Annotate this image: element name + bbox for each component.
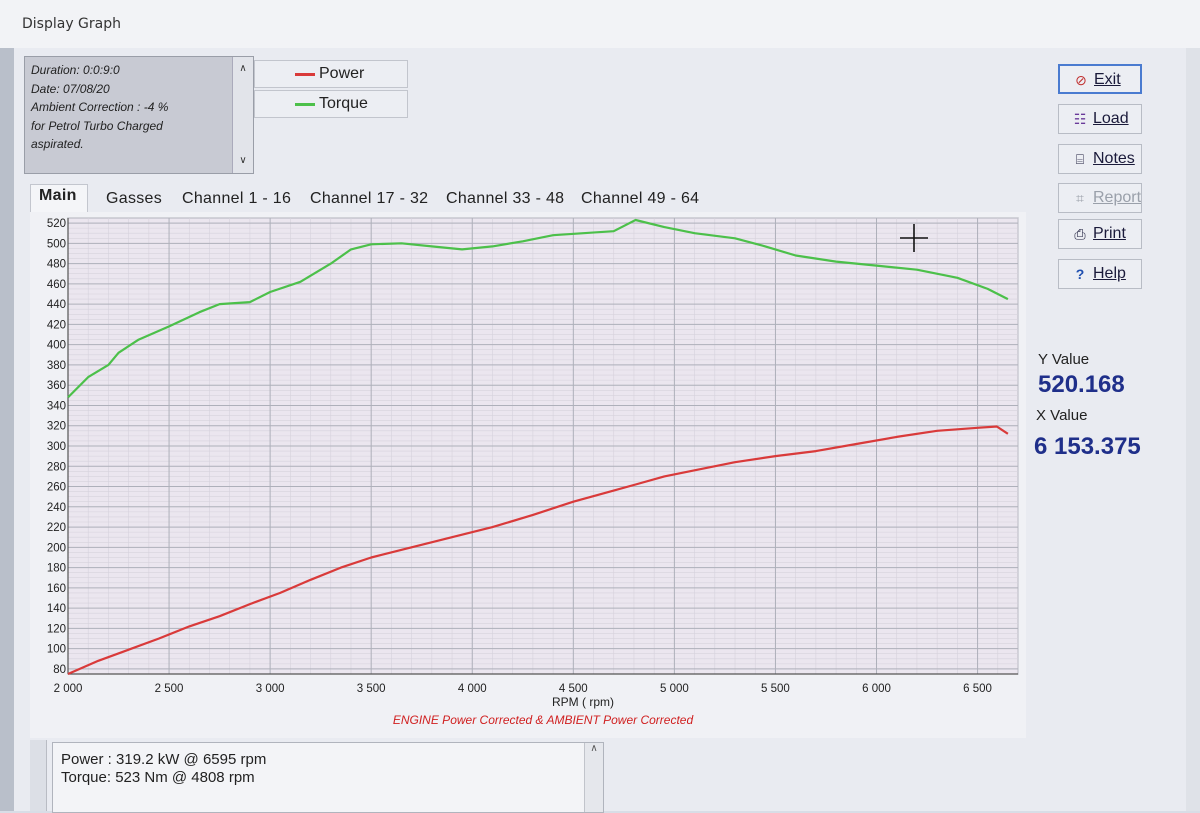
legend-label: Torque [319, 95, 368, 112]
y-tick-label: 440 [47, 299, 66, 311]
y-tick-label: 200 [47, 542, 66, 554]
torque-swatch-icon [295, 103, 315, 106]
y-tick-label: 260 [47, 482, 66, 494]
power-series-line [67, 425, 1009, 676]
x-tick-label: 5 000 [660, 683, 689, 695]
x-tick-label: 4 000 [458, 683, 487, 695]
y-tick-label: 100 [47, 644, 66, 656]
legend-item-power[interactable]: Power [254, 60, 408, 88]
y-tick-label: 420 [47, 319, 66, 331]
y-tick-label: 520 [47, 218, 66, 230]
peak-power-line: Power : 319.2 kW @ 6595 rpm [61, 751, 267, 768]
load-button[interactable]: ☷ Load [1058, 104, 1142, 134]
y-tick-label: 400 [47, 340, 66, 352]
tab-channel-17-32[interactable]: Channel 17 - 32 [310, 190, 429, 207]
notes-button[interactable]: ⌸ Notes [1058, 144, 1142, 174]
window-title: Display Graph [22, 16, 121, 32]
torque-series-line [67, 218, 1009, 399]
x-tick-label: 4 500 [559, 683, 588, 695]
power-swatch-icon [295, 73, 315, 76]
x-tick-label: 3 000 [256, 683, 285, 695]
y-tick-label: 360 [47, 380, 66, 392]
right-edge-strip [1186, 48, 1200, 811]
printer-icon: ⎙ [1074, 226, 1086, 242]
tab-main[interactable]: Main [30, 184, 88, 213]
legend-label: Power [319, 65, 365, 82]
y-value-label: Y Value [1038, 351, 1090, 368]
plot-area[interactable]: 80 100 120 140 160 180 200 220 240 260 280 300 320 34… [30, 212, 1026, 738]
x-axis-label: RPM ( rpm) [552, 695, 614, 709]
x-tick-label: 6 500 [963, 683, 992, 695]
tab-channel-1-16[interactable]: Channel 1 - 16 [182, 190, 292, 207]
tab-gasses[interactable]: Gasses [106, 190, 163, 207]
run-info-text: Duration: 0:0:9:0 Date: 07/08/20 Ambient… [31, 61, 231, 154]
graph-load-icon: ☷ [1073, 111, 1087, 127]
title-bar: Display Graph [0, 0, 1200, 48]
y-tick-label: 160 [47, 583, 66, 595]
y-tick-label: 460 [47, 279, 66, 291]
y-tick-label: 280 [47, 461, 66, 473]
y-tick-label: 380 [47, 360, 66, 372]
info-line: aspirated. [31, 137, 84, 151]
tab-channel-49-64[interactable]: Channel 49 - 64 [581, 190, 700, 207]
y-tick-label: 480 [47, 259, 66, 271]
peak-summary-text: Power : 319.2 kW @ 6595 rpm Torque: 523 … [61, 751, 266, 787]
run-info-box[interactable]: Duration: 0:0:9:0 Date: 07/08/20 Ambient… [24, 56, 254, 174]
y-tick-label: 80 [53, 664, 66, 676]
help-icon: ? [1075, 266, 1085, 282]
dyno-chart[interactable]: 80 100 120 140 160 180 200 220 240 260 280 300 320 34… [30, 212, 1026, 738]
x-tick-label: 3 500 [357, 683, 386, 695]
info-line: Ambient Correction : -4 % [31, 100, 169, 114]
x-value-label: X Value [1036, 407, 1088, 424]
summary-scrollbar[interactable]: ∧ [584, 743, 603, 812]
peak-torque-line: Torque: 523 Nm @ 4808 rpm [61, 769, 255, 786]
y-tick-label: 240 [47, 502, 66, 514]
y-tick-label: 120 [47, 623, 66, 635]
x-tick-label: 2 000 [54, 683, 83, 695]
info-scrollbar[interactable]: ∧ ∨ [232, 57, 253, 173]
scroll-up-icon[interactable]: ∧ [239, 63, 247, 74]
x-tick-label: 5 500 [761, 683, 790, 695]
x-tick-label: 2 500 [155, 683, 184, 695]
y-tick-label: 340 [47, 400, 66, 412]
x-tick-label: 6 000 [862, 683, 891, 695]
tab-channel-33-48[interactable]: Channel 33 - 48 [446, 190, 565, 207]
chart-legend: Power Torque [254, 60, 408, 118]
scroll-down-icon[interactable]: ∨ [239, 155, 247, 166]
y-tick-label: 140 [47, 603, 66, 615]
y-tick-label: 500 [47, 238, 66, 250]
exit-icon: ⊘ [1075, 72, 1087, 88]
scroll-up-icon[interactable]: ∧ [590, 743, 598, 754]
notes-icon: ⌸ [1075, 151, 1085, 167]
y-tick-label: 320 [47, 421, 66, 433]
chart-subtitle: ENGINE Power Corrected & AMBIENT Power C… [393, 713, 694, 727]
info-line: Duration: 0:0:9:0 [31, 63, 120, 77]
report-icon: ⌗ [1076, 190, 1084, 206]
left-edge-strip [0, 48, 14, 811]
x-value-readout: 6 153.375 [1034, 433, 1141, 460]
report-button[interactable]: ⌗ Report [1058, 183, 1142, 213]
legend-item-torque[interactable]: Torque [254, 90, 408, 118]
peak-summary-box[interactable]: Power : 319.2 kW @ 6595 rpm Torque: 523 … [52, 742, 604, 813]
print-button[interactable]: ⎙ Print [1058, 219, 1142, 249]
exit-button[interactable]: ⊘ Exit [1058, 64, 1142, 94]
help-button[interactable]: ? Help [1058, 259, 1142, 289]
info-line: Date: 07/08/20 [31, 81, 110, 96]
info-line: for Petrol Turbo Charged [31, 118, 163, 133]
y-tick-label: 300 [47, 441, 66, 453]
bottom-left-panel [30, 740, 47, 811]
y-tick-label: 180 [47, 563, 66, 575]
y-value-readout: 520.168 [1038, 371, 1125, 398]
y-tick-label: 220 [47, 522, 66, 534]
